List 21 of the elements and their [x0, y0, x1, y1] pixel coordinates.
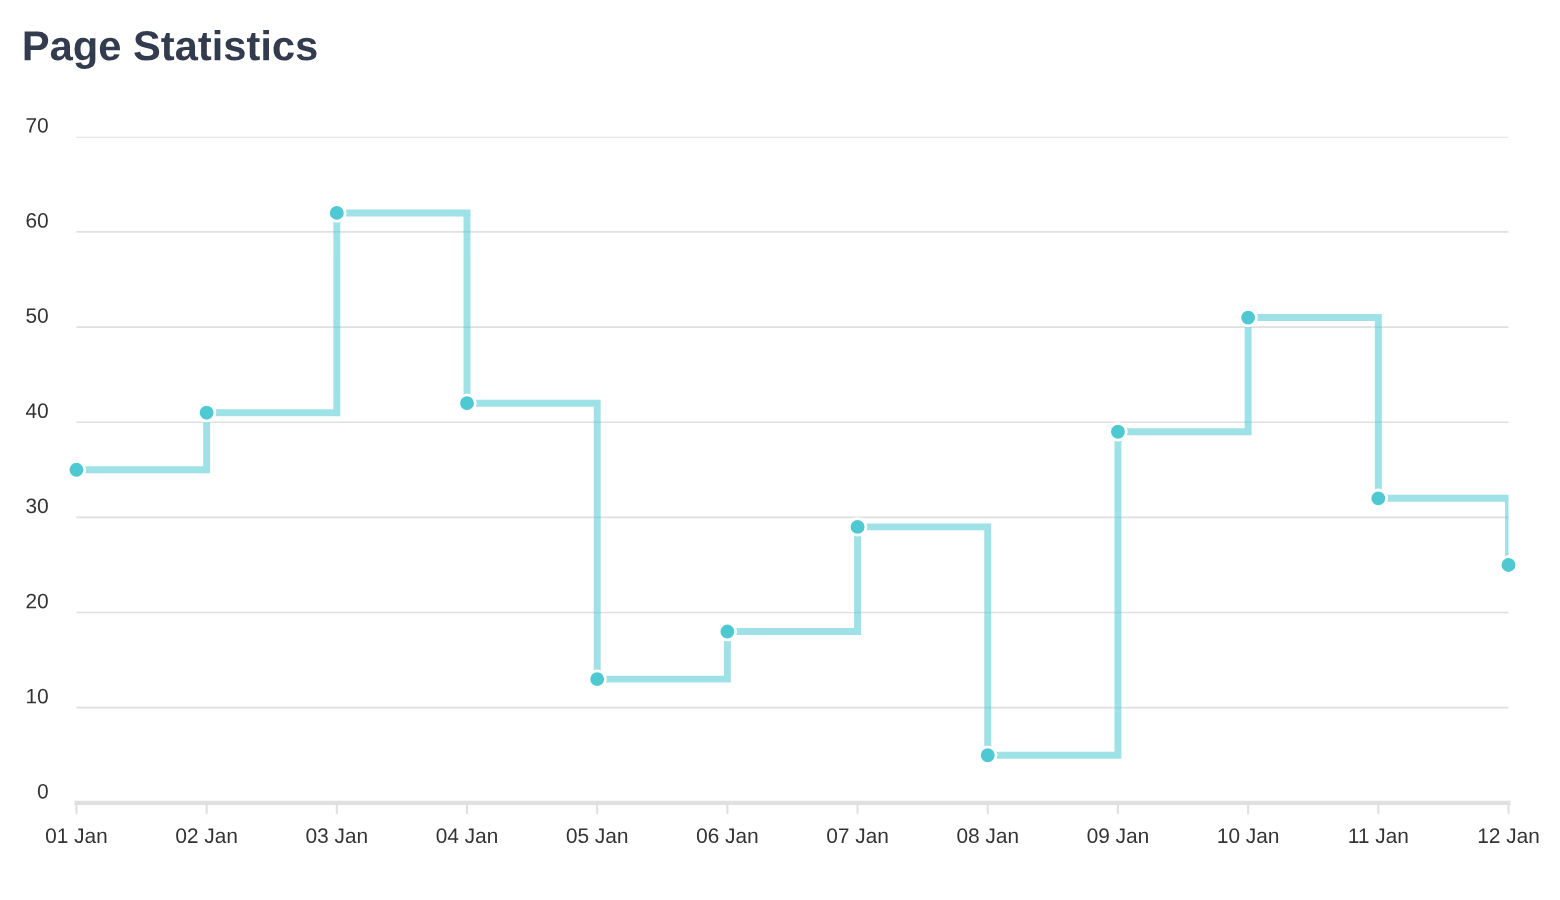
y-tick-label: 20 — [26, 593, 48, 609]
x-tick-label: 12 Jan — [1478, 828, 1539, 844]
x-tick-label: 08 Jan — [957, 828, 1018, 844]
x-tick-label: 09 Jan — [1087, 828, 1148, 844]
x-tick-label: 02 Jan — [176, 828, 237, 844]
x-tick-label: 10 Jan — [1218, 828, 1279, 844]
y-tick-label: 40 — [25, 403, 48, 419]
y-tick-label: 50 — [26, 308, 48, 323]
x-tick-label: 06 Jan — [696, 828, 758, 844]
x-tick-label: 11 Jan — [1349, 828, 1408, 844]
x-tick-label: 05 Jan — [566, 828, 628, 844]
y-tick-label: 60 — [26, 213, 48, 228]
y-tick-label: 70 — [26, 117, 48, 133]
x-tick-label: 01 Jan — [45, 828, 107, 844]
x-tick-label: 04 Jan — [436, 828, 497, 844]
x-tick-label: 07 Jan — [827, 828, 888, 844]
y-tick-label: 30 — [26, 498, 48, 514]
chart-title: Page Statistics — [24, 29, 317, 70]
y-tick-label: 0 — [37, 783, 48, 799]
x-tick-label: 03 Jan — [306, 828, 367, 844]
y-tick-label: 10 — [27, 688, 48, 704]
